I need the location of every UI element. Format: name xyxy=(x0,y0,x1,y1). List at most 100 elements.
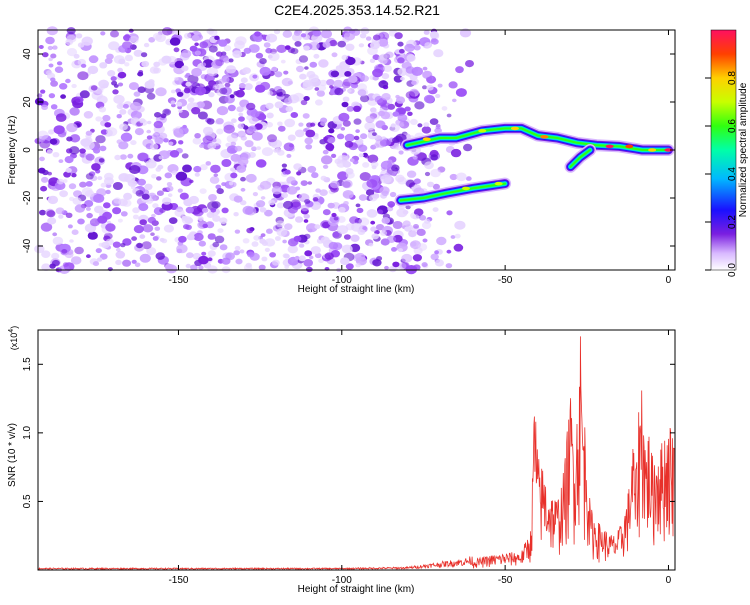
noise-speckle xyxy=(331,52,338,58)
noise-speckle xyxy=(242,67,251,74)
noise-speckle xyxy=(161,27,173,36)
noise-speckle xyxy=(199,41,209,49)
spectrogram-y-label: Frequency (Hz) xyxy=(7,116,18,185)
noise-speckle xyxy=(265,102,274,110)
noise-speckle xyxy=(303,96,310,101)
noise-speckle xyxy=(293,30,301,36)
noise-speckle xyxy=(345,168,354,175)
noise-speckle xyxy=(99,62,108,69)
noise-speckle xyxy=(398,248,403,253)
noise-speckle xyxy=(408,230,417,238)
noise-speckle xyxy=(293,235,302,242)
noise-speckle xyxy=(231,118,237,123)
noise-speckle xyxy=(367,154,379,164)
noise-speckle xyxy=(453,243,464,252)
noise-speckle xyxy=(170,100,176,105)
noise-speckle xyxy=(417,123,423,128)
noise-speckle xyxy=(413,224,419,229)
noise-speckle xyxy=(92,261,100,267)
signal-hotspot xyxy=(422,137,431,141)
noise-speckle xyxy=(284,265,290,269)
noise-speckle xyxy=(124,54,133,62)
noise-speckle xyxy=(58,214,64,219)
noise-speckle xyxy=(330,70,340,78)
signal-hotspot xyxy=(625,144,634,149)
noise-speckle xyxy=(306,223,318,233)
noise-speckle xyxy=(406,54,416,62)
noise-speckle xyxy=(242,125,249,130)
noise-speckle xyxy=(189,45,198,52)
noise-speckle xyxy=(169,150,180,158)
noise-speckle xyxy=(300,99,308,106)
noise-speckle xyxy=(396,208,408,218)
noise-speckle xyxy=(310,246,321,255)
noise-speckle xyxy=(266,112,274,119)
noise-speckle xyxy=(102,83,109,89)
noise-speckle xyxy=(48,57,53,62)
noise-speckle xyxy=(314,224,321,230)
noise-speckle xyxy=(61,249,68,254)
noise-speckle xyxy=(300,180,308,187)
noise-speckle xyxy=(343,201,349,206)
noise-speckle xyxy=(294,129,305,138)
noise-speckle xyxy=(40,89,46,94)
noise-speckle xyxy=(194,42,199,47)
noise-speckle xyxy=(449,173,458,181)
noise-speckle xyxy=(90,66,97,72)
noise-speckle xyxy=(107,70,116,77)
noise-speckle xyxy=(184,217,194,224)
noise-speckle xyxy=(206,118,215,125)
noise-speckle xyxy=(65,212,73,218)
noise-speckle xyxy=(426,84,434,91)
noise-speckle xyxy=(105,223,116,232)
noise-speckle xyxy=(66,136,73,142)
spectrogram-tracks xyxy=(394,122,675,207)
noise-speckle xyxy=(405,205,411,210)
noise-speckle xyxy=(166,182,173,187)
noise-speckle xyxy=(347,88,352,93)
noise-speckle xyxy=(283,70,289,75)
noise-speckle xyxy=(435,259,444,267)
noise-speckle xyxy=(315,99,323,106)
noise-speckle xyxy=(154,226,161,231)
noise-speckle xyxy=(105,189,111,195)
noise-speckle xyxy=(146,129,151,134)
noise-speckle xyxy=(259,207,267,213)
noise-speckle xyxy=(206,28,215,35)
noise-speckle xyxy=(136,242,143,249)
noise-speckle xyxy=(303,219,309,223)
noise-speckle xyxy=(224,82,231,88)
noise-speckle xyxy=(59,83,68,90)
noise-speckle xyxy=(120,243,126,248)
noise-speckle xyxy=(112,241,121,248)
noise-speckle xyxy=(434,250,439,255)
noise-speckle xyxy=(145,159,157,169)
noise-speckle xyxy=(113,94,125,104)
noise-speckle xyxy=(267,90,274,96)
noise-speckle xyxy=(79,148,86,154)
noise-speckle xyxy=(84,190,95,198)
noise-speckle xyxy=(230,172,238,179)
noise-speckle xyxy=(99,145,107,152)
noise-speckle xyxy=(404,226,411,232)
noise-speckle xyxy=(389,191,397,198)
noise-speckle xyxy=(132,207,140,214)
noise-speckle xyxy=(221,76,230,83)
noise-speckle xyxy=(419,215,427,221)
noise-speckle xyxy=(81,36,93,46)
y-tick-label: 40 xyxy=(22,48,33,60)
noise-speckle xyxy=(236,106,244,113)
noise-speckle xyxy=(226,145,238,154)
noise-speckle xyxy=(253,34,263,43)
noise-speckle xyxy=(276,227,288,237)
noise-speckle xyxy=(173,128,184,137)
noise-speckle xyxy=(372,259,382,267)
noise-speckle xyxy=(248,125,257,132)
noise-speckle xyxy=(463,143,473,152)
noise-speckle xyxy=(319,189,328,197)
noise-speckle xyxy=(163,138,169,143)
noise-speckle xyxy=(319,79,328,87)
noise-speckle xyxy=(436,236,447,246)
noise-speckle xyxy=(353,135,360,141)
noise-speckle xyxy=(155,252,165,260)
